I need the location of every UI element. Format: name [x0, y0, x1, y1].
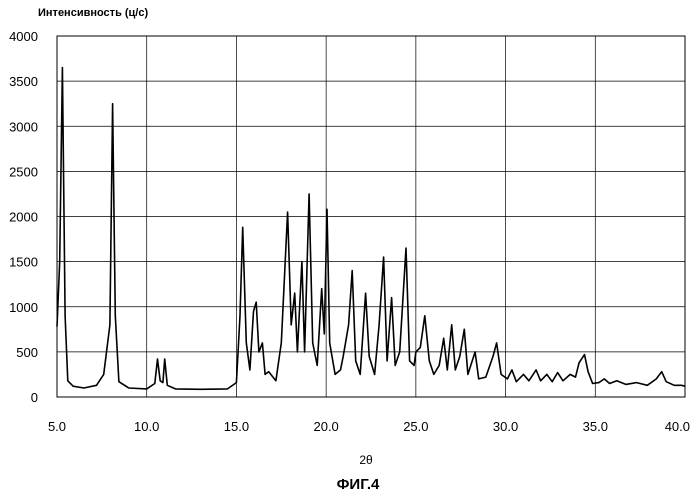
- y-tick-label: 0: [31, 390, 38, 405]
- y-axis-label: Интенсивность (ц/с): [38, 7, 148, 19]
- y-tick-label: 1500: [9, 255, 38, 270]
- x-tick-label: 40.0: [665, 419, 690, 434]
- y-tick-label: 1000: [9, 300, 38, 315]
- x-axis-label: 2θ: [359, 453, 373, 467]
- y-tick-label: 3000: [9, 119, 38, 134]
- x-tick-label: 30.0: [493, 419, 518, 434]
- x-tick-label: 20.0: [313, 419, 338, 434]
- y-tick-label: 4000: [9, 29, 38, 44]
- x-tick-label: 5.0: [48, 419, 66, 434]
- x-tick-label: 35.0: [583, 419, 608, 434]
- y-tick-label: 2500: [9, 164, 38, 179]
- x-tick-label: 15.0: [224, 419, 249, 434]
- x-tick-label: 25.0: [403, 419, 428, 434]
- y-tick-label: 500: [16, 345, 38, 360]
- x-tick-label: 10.0: [134, 419, 159, 434]
- figure-caption: ФИГ.4: [337, 476, 380, 493]
- y-tick-label: 3500: [9, 74, 38, 89]
- y-tick-label: 2000: [9, 210, 38, 225]
